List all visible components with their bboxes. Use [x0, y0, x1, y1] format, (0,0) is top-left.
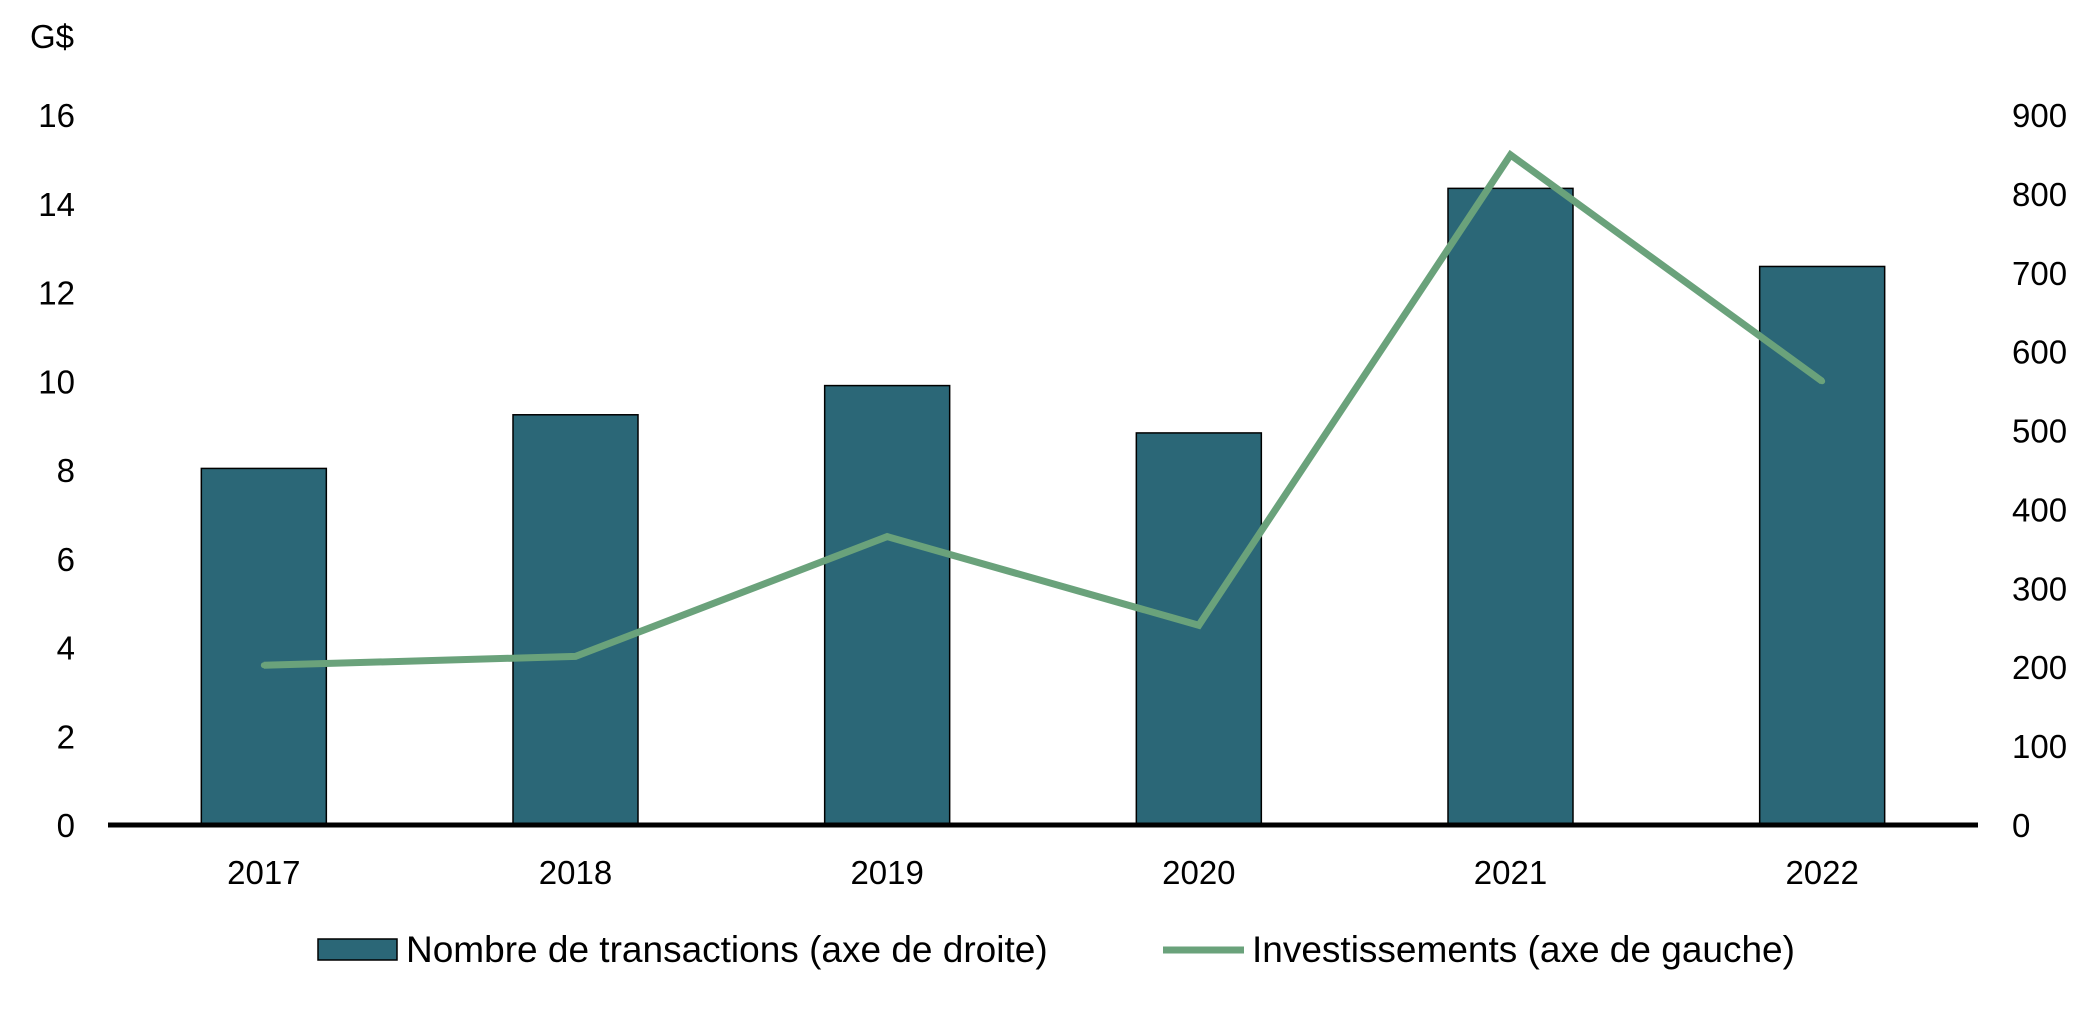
x-tick-label-2019: 2019 — [850, 854, 923, 891]
legend-label-line: Investissements (axe de gauche) — [1252, 929, 1795, 970]
line-point-2017 — [260, 662, 267, 669]
bar-2018 — [512, 414, 639, 826]
right-tick-label: 200 — [2012, 649, 2067, 686]
left-tick-label: 14 — [38, 186, 75, 223]
right-tick-label: 0 — [2012, 807, 2030, 844]
right-tick-label: 800 — [2012, 176, 2067, 213]
x-tick-label-2020: 2020 — [1162, 854, 1235, 891]
right-tick-label: 900 — [2012, 97, 2067, 134]
right-tick-label: 500 — [2012, 413, 2067, 450]
bars — [200, 187, 1886, 826]
left-tick-label: 4 — [57, 630, 75, 667]
left-tick-label: 10 — [38, 363, 75, 400]
x-tick-label-2021: 2021 — [1474, 854, 1547, 891]
left-tick-label: 2 — [57, 718, 75, 755]
bar-2020 — [1135, 432, 1263, 826]
left-axis-unit-label: G$ — [30, 18, 74, 55]
line-point-2019 — [884, 533, 891, 540]
right-axis-ticks: 0 100 200 300 400 500 600 700 800 900 — [2012, 97, 2067, 844]
line-point-2021 — [1507, 151, 1514, 158]
legend-swatch-bar — [317, 938, 398, 961]
line-investissements — [263, 149, 1825, 669]
bar-2017 — [200, 467, 328, 826]
right-tick-label: 600 — [2012, 334, 2067, 371]
x-axis-ticks: 2017 2018 2019 2020 2021 2022 — [227, 854, 1859, 891]
right-tick-label: 700 — [2012, 255, 2067, 292]
left-tick-label: 6 — [57, 541, 75, 578]
left-axis-ticks: 0 2 4 6 8 10 12 14 16 — [38, 97, 75, 844]
line-series — [260, 149, 1826, 669]
bar-2022 — [1758, 265, 1886, 826]
x-tick-label-2022: 2022 — [1785, 854, 1858, 891]
right-tick-label: 300 — [2012, 570, 2067, 607]
right-tick-label: 100 — [2012, 728, 2067, 765]
legend-label-bar: Nombre de transactions (axe de droite) — [406, 929, 1048, 970]
left-tick-label: 8 — [57, 452, 75, 489]
line-point-2022 — [1819, 378, 1826, 385]
bar-2021 — [1447, 187, 1574, 826]
x-tick-label-2018: 2018 — [539, 854, 612, 891]
left-tick-label: 16 — [38, 97, 75, 134]
x-tick-label-2017: 2017 — [227, 854, 300, 891]
bar-2019 — [823, 384, 951, 826]
left-tick-label: 0 — [57, 807, 75, 844]
right-tick-label: 400 — [2012, 491, 2067, 528]
line-point-2018 — [572, 653, 579, 660]
left-tick-label: 12 — [38, 275, 75, 312]
line-point-2020 — [1195, 622, 1202, 629]
legend: Nombre de transactions (axe de droite) I… — [317, 929, 1795, 970]
